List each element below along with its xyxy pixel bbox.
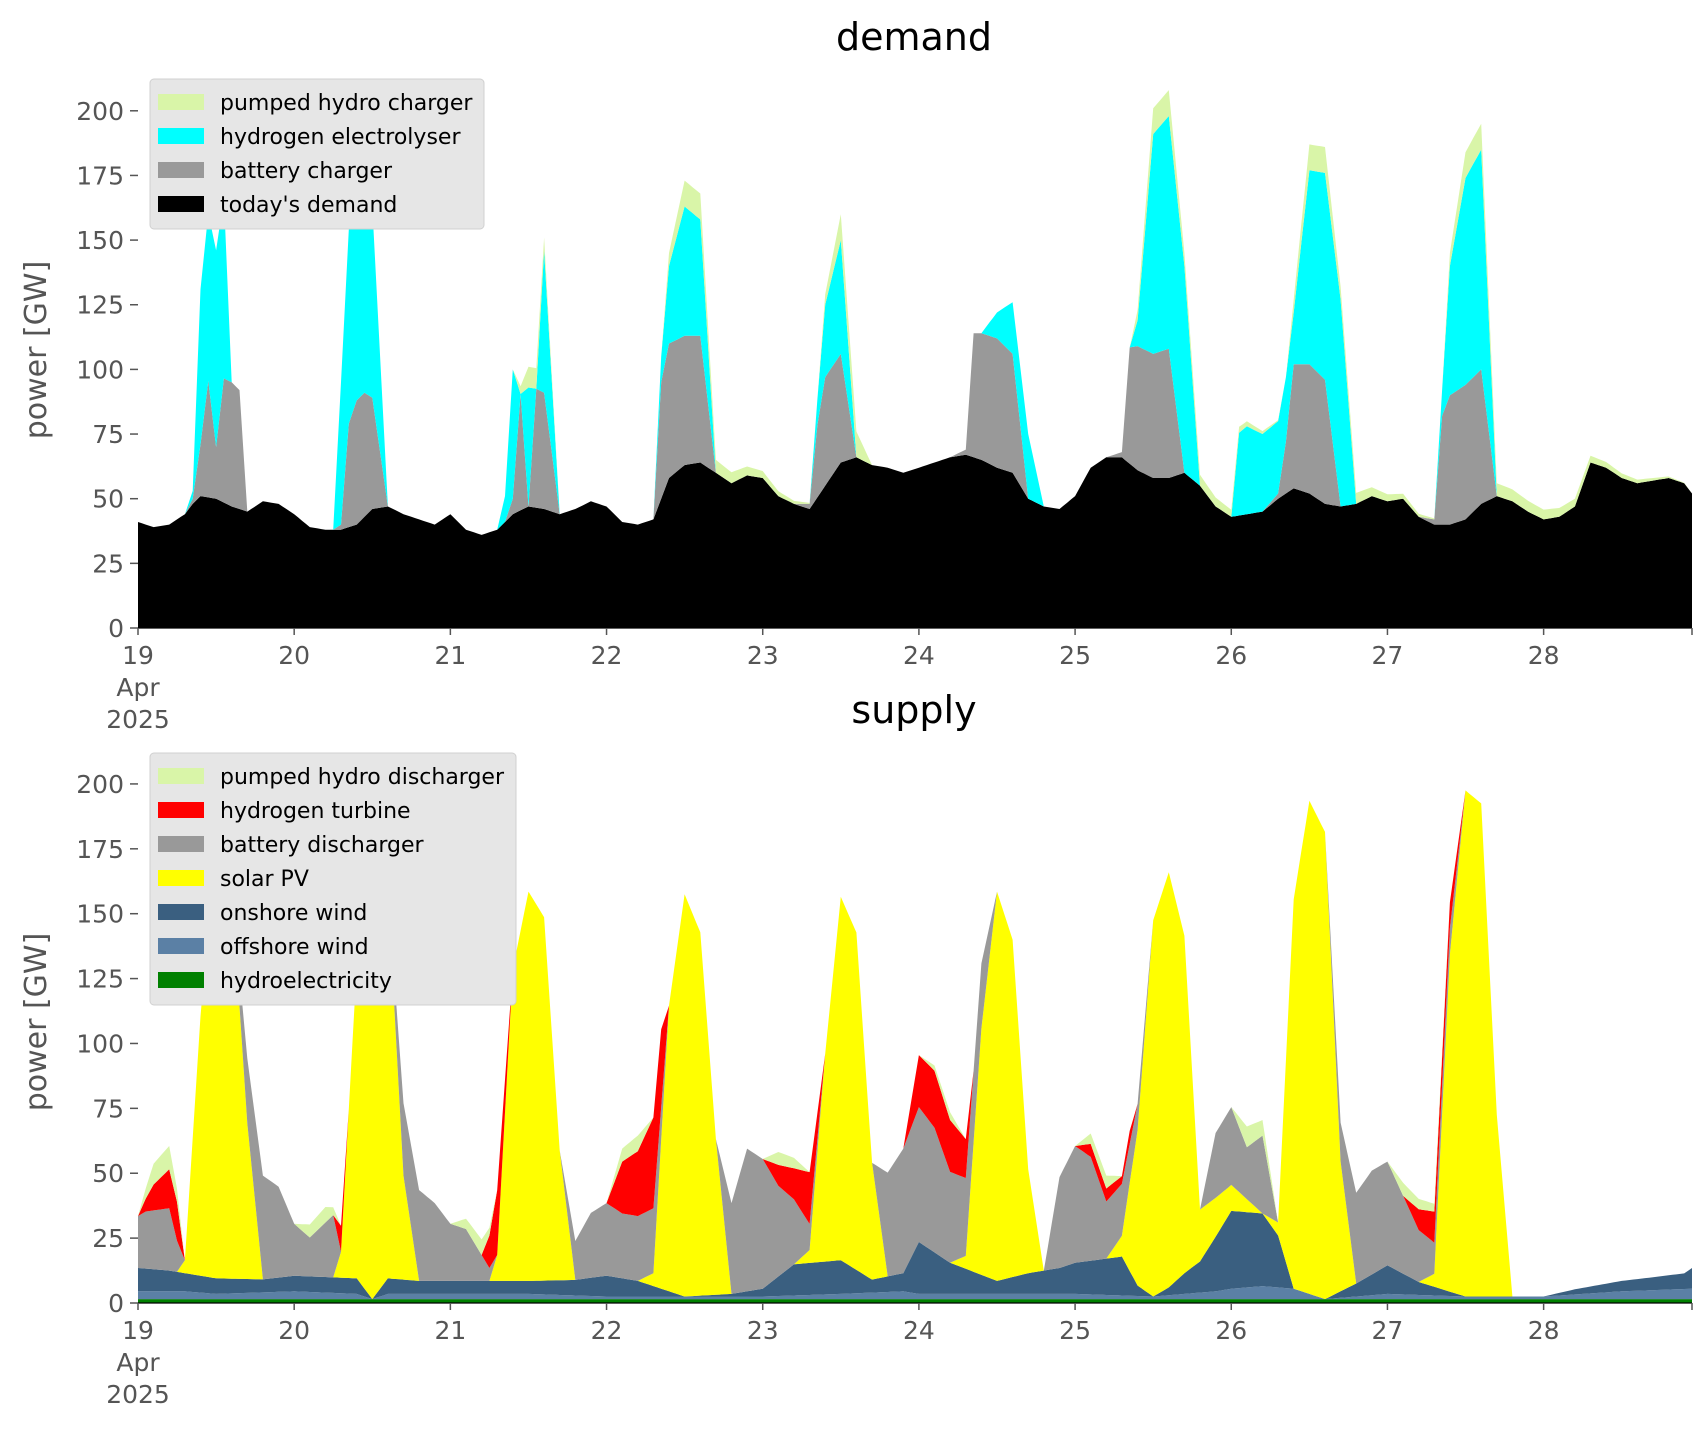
supply-chart-series-solar-pv [138,790,1692,1300]
supply-chart-legend-swatch-hydrogen-turbine [158,802,204,818]
demand-chart-y-tick-label: 75 [92,420,124,449]
demand-chart-x-tick-label: 19 [122,641,154,670]
supply-chart-x-tick-month-label: Apr [116,1348,160,1377]
supply-chart-series-hydroelectricity [138,1299,1692,1303]
demand-chart-series-today-s-demand [138,454,1692,628]
demand-chart-x-tick-label: 28 [1528,641,1560,670]
demand-chart-series-battery-charger [138,333,1692,535]
supply-chart-legend-label-onshore-wind: onshore wind [220,901,367,926]
supply-chart-x-tick-label: 26 [1215,1316,1247,1345]
supply-chart-y-tick-label: 100 [76,1029,124,1058]
supply-chart-legend-box [149,752,517,1006]
supply-chart-x-tick-label: 27 [1372,1316,1404,1345]
demand-chart-x-tick-label: 20 [278,641,310,670]
demand-chart-legend-swatch-pumped-hydro-charger [158,94,204,110]
supply-chart-legend: pumped hydro discharger hydrogen turbine b… [149,752,517,1006]
supply-chart-title: supply [851,688,976,732]
supply-chart: supply power [GW] 0 25 50 75 100 125 150 175 200… [19,688,1693,1409]
supply-chart-series-battery-discharger [138,790,1692,1297]
demand-chart-x-tick-label: 26 [1215,641,1247,670]
supply-chart-x-tick-year-label: 2025 [106,1380,170,1409]
demand-chart-y-tick-label: 200 [76,97,124,126]
demand-chart-legend-swatch-hydrogen-electrolyser [158,128,204,144]
demand-chart-areas [138,90,1692,628]
demand-chart-y-tick-label: 25 [92,549,124,578]
demand-chart-y-tick-label: 50 [92,485,124,514]
demand-chart-title: demand [836,15,992,59]
supply-chart-legend-label-hydroelectricity: hydroelectricity [220,969,392,994]
supply-chart-y-tick-label: 175 [76,835,124,864]
demand-chart: demand power [GW] 0 25 50 75 100 125 150 175 200… [19,15,1693,734]
supply-chart-y-tick-label: 0 [108,1289,124,1318]
supply-chart-x-tick-label: 20 [278,1316,310,1345]
supply-chart-series-onshore-wind [138,1210,1692,1300]
supply-chart-legend-swatch-pumped-hydro-discharger [158,768,204,784]
supply-chart-y-tick-label: 50 [92,1159,124,1188]
supply-chart-x-tick-label: 28 [1528,1316,1560,1345]
demand-chart-legend-label-today-s-demand: today's demand [220,193,397,218]
demand-chart-x-tick-year-label: 2025 [106,705,170,734]
demand-chart-legend-box [149,78,485,230]
supply-chart-y-tick-label: 125 [76,965,124,994]
supply-chart-x-tick-label: 22 [591,1316,623,1345]
supply-chart-legend-swatch-onshore-wind [158,904,204,920]
supply-chart-series-offshore-wind [138,1286,1692,1300]
demand-chart-y-tick-label: 175 [76,161,124,190]
demand-chart-y-tick-label: 150 [76,226,124,255]
demand-chart-x-tick-label: 27 [1372,641,1404,670]
demand-chart-y-axis-label: power [GW] [19,261,54,440]
supply-chart-legend-label-hydrogen-turbine: hydrogen turbine [220,799,411,824]
supply-chart-y-axis-label: power [GW] [19,933,54,1112]
supply-chart-legend-swatch-solar-pv [158,870,204,886]
demand-chart-legend: pumped hydro charger hydrogen electrolyse… [149,78,485,230]
supply-chart-y-tick-label: 150 [76,900,124,929]
demand-chart-legend-swatch-battery-charger [158,162,204,178]
demand-chart-legend-label-hydrogen-electrolyser: hydrogen electrolyser [220,125,461,150]
demand-chart-legend-label-battery-charger: battery charger [220,159,393,184]
demand-chart-y-tick-label: 100 [76,355,124,384]
demand-chart-x-tick-month-label: Apr [116,673,160,702]
demand-chart-y-tick-label: 125 [76,291,124,320]
demand-chart-series-hydrogen-electrolyser [138,116,1692,535]
supply-chart-legend-label-pumped-hydro-discharger: pumped hydro discharger [220,765,505,790]
supply-chart-legend-swatch-offshore-wind [158,938,204,954]
supply-chart-y-tick-label: 25 [92,1224,124,1253]
demand-chart-x-tick-label: 25 [1059,641,1091,670]
demand-chart-x-tick-label: 23 [747,641,779,670]
demand-chart-x-tick-label: 21 [434,641,466,670]
supply-chart-legend-label-solar-pv: solar PV [220,867,309,892]
demand-chart-axes: 0 25 50 75 100 125 150 175 200 19 Apr 2025 20 21 22 23 2… [76,97,1693,734]
supply-chart-legend-label-battery-discharger: battery discharger [220,833,425,858]
supply-chart-legend-label-offshore-wind: offshore wind [220,935,369,960]
demand-chart-x-tick-label: 24 [903,641,935,670]
demand-chart-y-tick-label: 0 [108,614,124,643]
supply-chart-legend-swatch-hydroelectricity [158,972,204,988]
supply-chart-x-tick-label: 24 [903,1316,935,1345]
demand-chart-legend-label-pumped-hydro-charger: pumped hydro charger [220,91,473,116]
demand-chart-x-tick-label: 22 [591,641,623,670]
supply-chart-areas [138,790,1692,1303]
supply-chart-x-tick-label: 21 [434,1316,466,1345]
supply-chart-x-tick-label: 23 [747,1316,779,1345]
supply-chart-y-tick-label: 200 [76,770,124,799]
demand-chart-legend-swatch-today-s-demand [158,196,204,212]
supply-chart-axes: 0 25 50 75 100 125 150 175 200 19 Apr 2025 20 21 22 23 2… [76,770,1693,1409]
supply-chart-y-tick-label: 75 [92,1094,124,1123]
supply-chart-x-tick-label: 25 [1059,1316,1091,1345]
supply-chart-legend-swatch-battery-discharger [158,836,204,852]
supply-chart-x-tick-label: 19 [122,1316,154,1345]
